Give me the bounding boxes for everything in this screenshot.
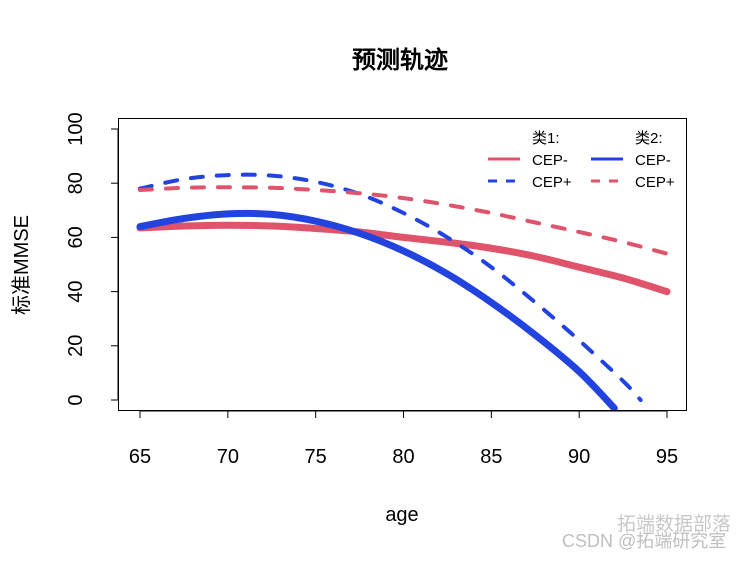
- watermark-line2: CSDN @拓端研究室: [562, 531, 726, 551]
- legend-label: CEP+: [635, 174, 675, 191]
- series-line-3: [138, 185, 669, 256]
- y-tick-label: 100: [65, 112, 87, 145]
- legend-header: 类1:: [532, 130, 560, 147]
- y-axis-label: 标准MMSE: [10, 215, 33, 315]
- watermark-line1: 拓端数据部落: [617, 513, 731, 535]
- x-tick-label: 70: [217, 446, 239, 468]
- series-line-2: [136, 209, 618, 410]
- legend-header: 类2:: [635, 130, 663, 147]
- x-tick-label: 85: [480, 446, 502, 468]
- y-tick-label: 20: [65, 335, 87, 357]
- x-tick-label: 95: [656, 446, 678, 468]
- x-tick-label: 80: [392, 446, 414, 468]
- legend-label: CEP-: [635, 152, 671, 169]
- y-axis: 0 20 40 60 80 100: [65, 112, 119, 406]
- x-axis: 65 70 75 80 85 90 95: [129, 410, 678, 468]
- y-tick-label: 40: [65, 280, 87, 302]
- x-tick-label: 75: [305, 446, 327, 468]
- x-tick-label: 65: [129, 446, 151, 468]
- series-line-0: [136, 221, 671, 296]
- plot-box: [118, 118, 687, 411]
- x-tick-label: 90: [568, 446, 590, 468]
- y-tick-label: 0: [65, 394, 87, 405]
- series-lines: [136, 172, 671, 410]
- series-line-1: [138, 172, 643, 402]
- x-axis-label: age: [385, 504, 418, 526]
- legend-label: CEP+: [532, 174, 572, 191]
- chart-title: 预测轨迹: [352, 46, 448, 74]
- y-tick-label: 60: [65, 226, 87, 248]
- watermark: 拓端数据部落 CSDN @拓端研究室: [562, 513, 731, 551]
- legend-label: CEP-: [532, 152, 568, 169]
- y-tick-label: 80: [65, 172, 87, 194]
- legend: 类1: 类2: CEP- CEP+ CEP- CEP+: [488, 130, 675, 191]
